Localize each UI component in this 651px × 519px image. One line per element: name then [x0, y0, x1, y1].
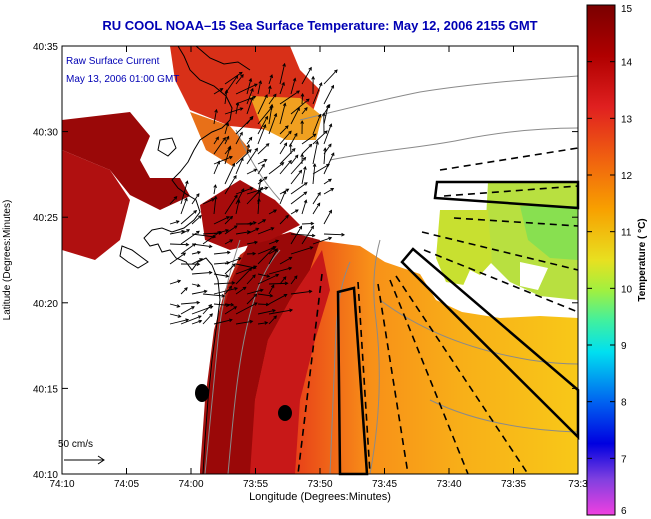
x-tick-label: 73:50	[307, 479, 332, 490]
x-axis: 74:10 74:05 74:00 73:55 73:50 73:45 73:40 73:35…	[49, 46, 588, 490]
buoy-marker-west	[195, 384, 209, 402]
x-tick-label: 73:55	[243, 479, 268, 490]
coastline	[119, 46, 251, 474]
x-tick-label: 74:05	[114, 479, 139, 490]
colorbar-tick-label: 7	[621, 454, 627, 465]
overlay-line-2: May 13, 2006 01:00 GMT	[66, 74, 179, 85]
colorbar-tick-label: 6	[621, 506, 627, 517]
y-tick-label: 40:20	[33, 299, 58, 310]
y-tick-label: 40:15	[33, 384, 58, 395]
colorbar-tick-label: 13	[621, 114, 633, 125]
colorbar-tick-label: 8	[621, 398, 627, 409]
colorbar-tick-label: 15	[621, 4, 633, 15]
y-tick-label: 40:10	[33, 470, 58, 481]
bathymetry-contours	[204, 75, 578, 474]
colorbar-tick-label: 11	[621, 228, 632, 239]
colorbar-label: Temperature ( °C)	[637, 218, 648, 301]
colorbar	[586, 4, 616, 516]
x-tick-label: 73:45	[372, 479, 397, 490]
radar-sector-lines	[297, 147, 579, 475]
x-tick-label: 73:3	[568, 479, 588, 490]
colorbar-tick-label: 14	[621, 58, 633, 69]
colorbar-tick-label: 10	[621, 284, 633, 295]
y-tick-label: 40:35	[33, 42, 58, 53]
map-title: RU COOL NOAA–15 Sea Surface Temperature:…	[102, 18, 538, 33]
y-axis: 40:35 40:30 40:25 40:20 40:15 40:10	[33, 42, 578, 481]
colorbar-ticks: 15 14 13 12 11 10 9 8 7 6	[587, 4, 633, 517]
surface-current-vectors	[169, 62, 346, 325]
colorbar-tick-label: 12	[621, 171, 633, 182]
x-tick-label: 73:35	[501, 479, 526, 490]
buoy-marker-east	[278, 405, 292, 421]
x-tick-label: 74:10	[49, 479, 74, 490]
scale-label: 50 cm/s	[58, 439, 93, 450]
x-tick-label: 73:40	[436, 479, 461, 490]
y-tick-label: 40:30	[33, 128, 58, 139]
overlay-line-1: Raw Surface Current	[66, 56, 160, 67]
x-tick-label: 74:00	[178, 479, 203, 490]
colorbar-tick-label: 9	[621, 341, 627, 352]
x-axis-label: Longitude (Degrees:Minutes)	[249, 491, 391, 503]
y-tick-label: 40:25	[33, 213, 58, 224]
sst-layer	[62, 46, 578, 474]
y-axis-label: Latitude (Degrees:Minutes)	[2, 200, 13, 321]
